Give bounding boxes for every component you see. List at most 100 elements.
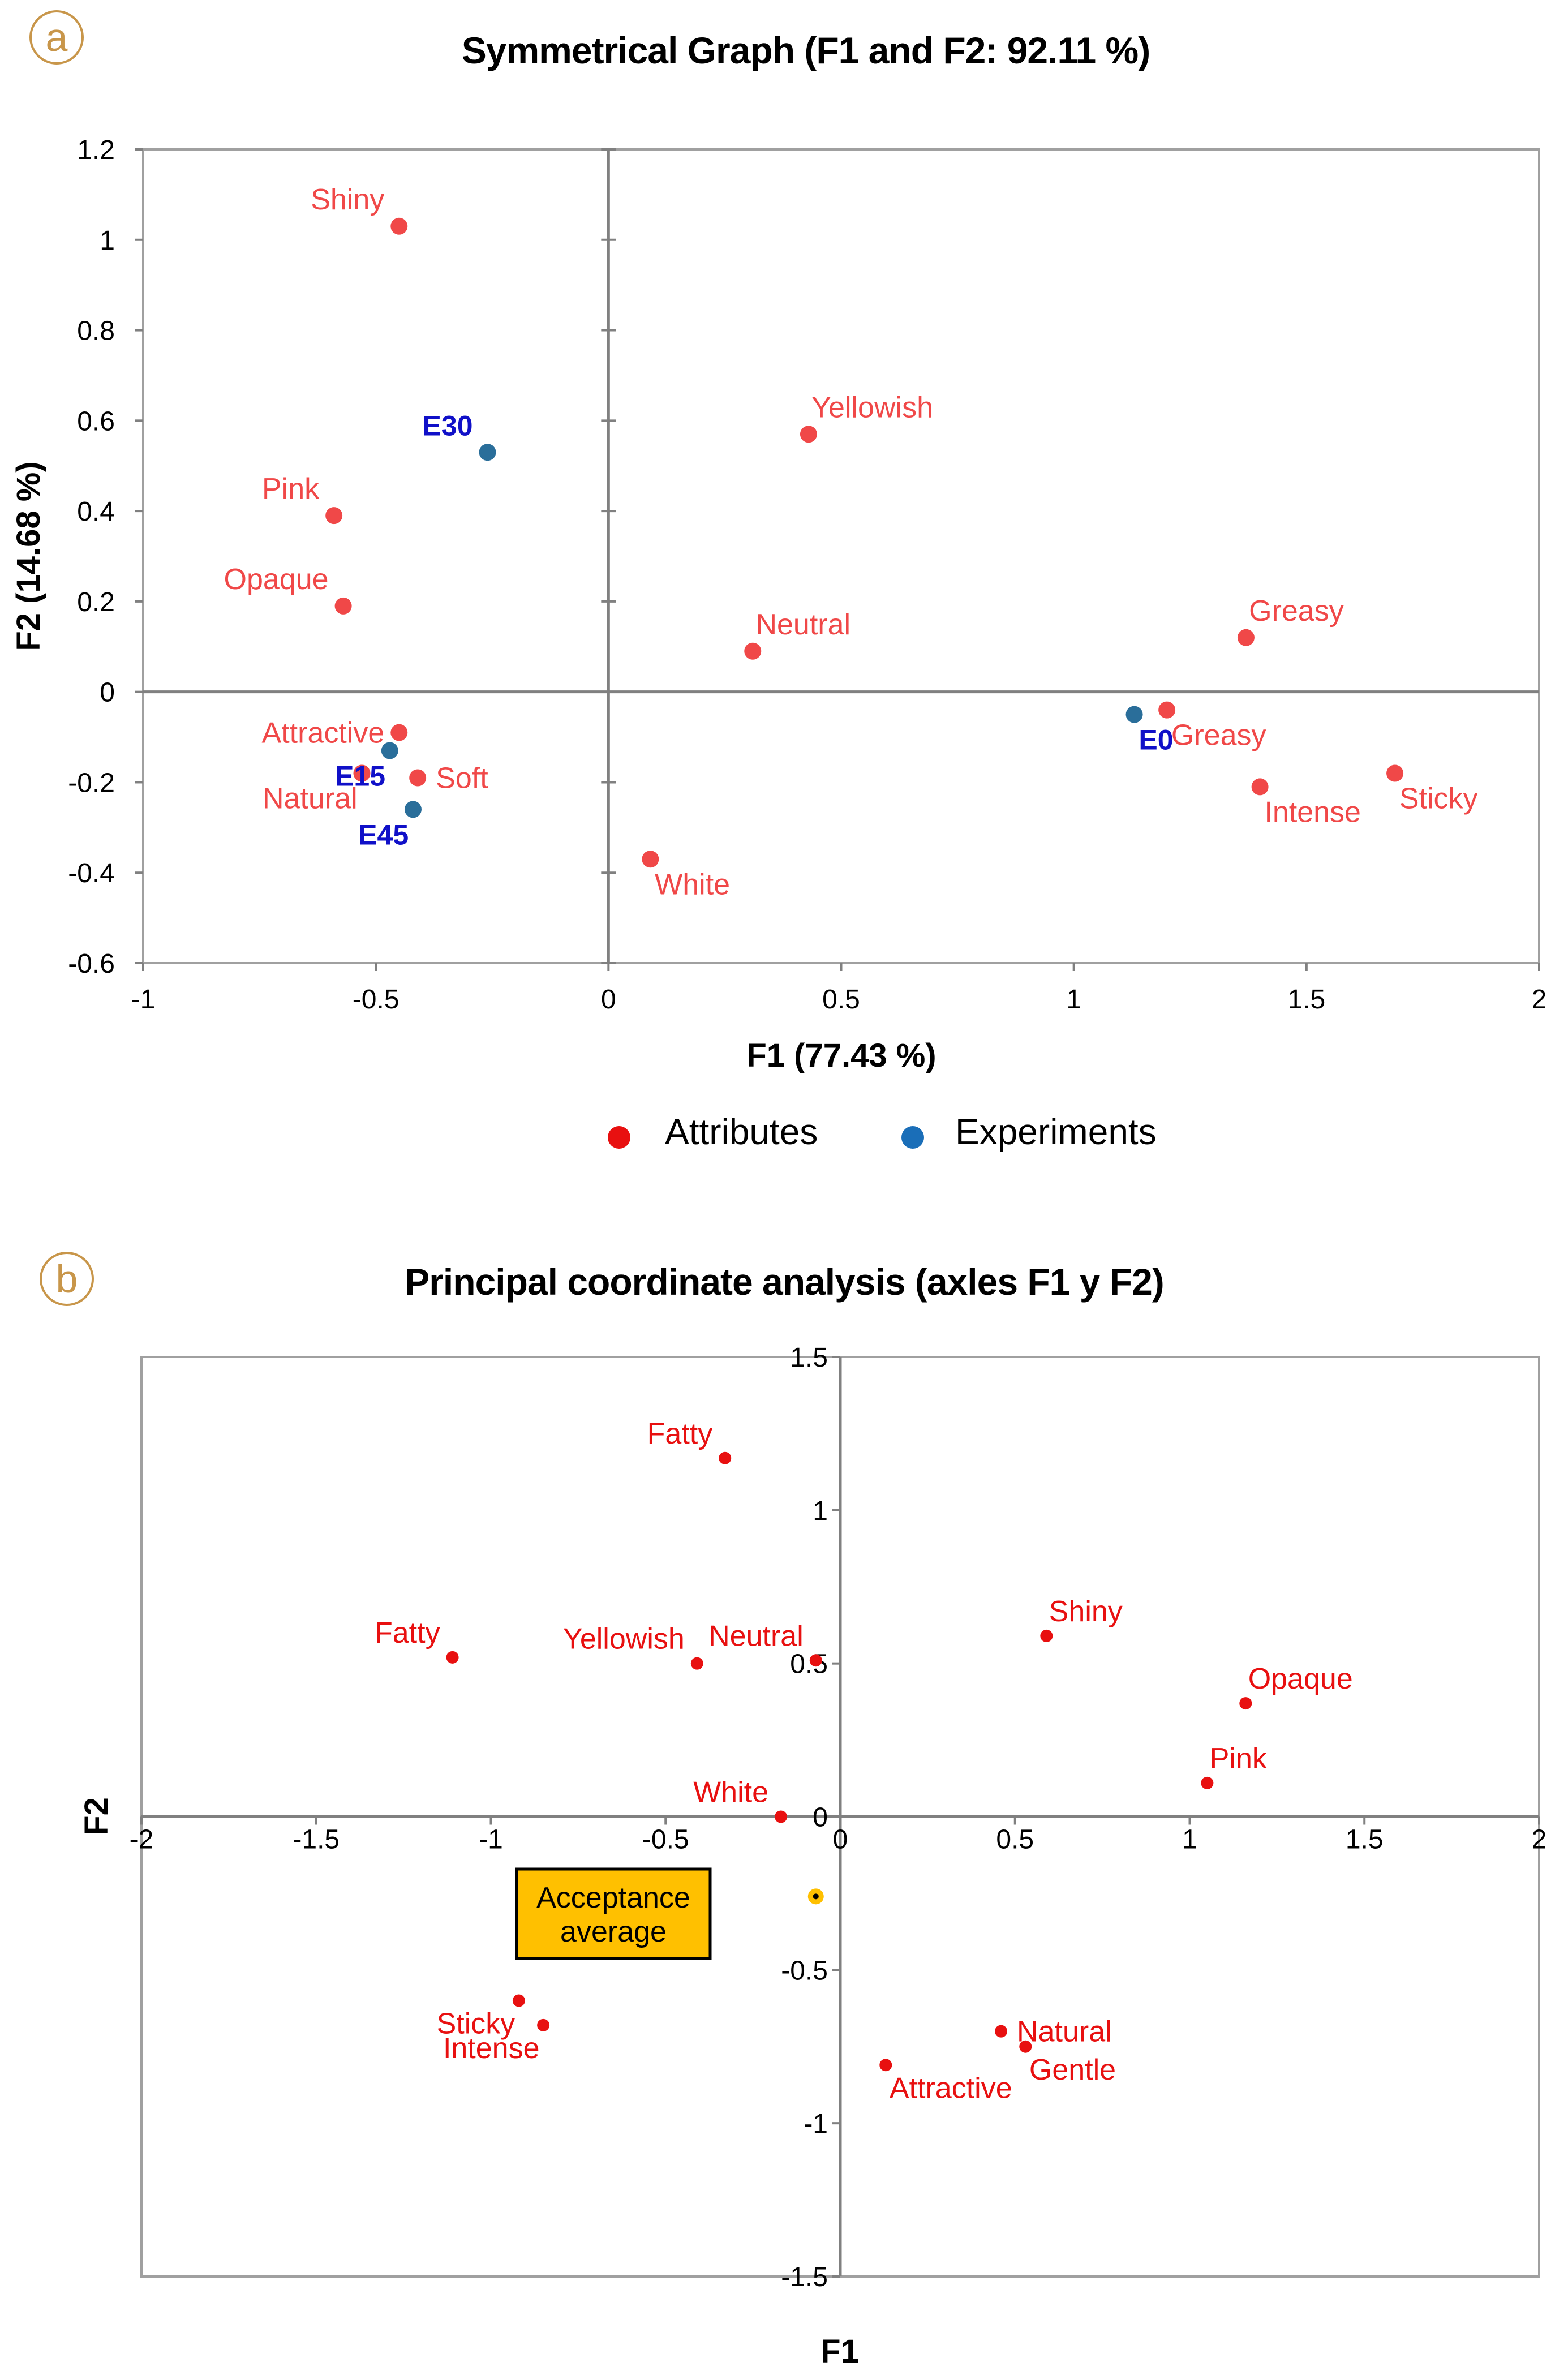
chart-a-plot-frame: [142, 148, 1540, 964]
point-yellowish-marker: [690, 1657, 703, 1670]
point-attractive-marker: [879, 2059, 892, 2072]
chart-b-x-tick-label: -1: [479, 1825, 503, 1855]
chart-a-y-tick-label: 1: [100, 226, 115, 256]
point-e15-label: E15: [335, 761, 385, 792]
point-opaque-label: Opaque: [224, 563, 329, 596]
chart-b-x-tick-label: -1.5: [293, 1825, 340, 1855]
point-opaque-marker: [334, 597, 352, 615]
point-yellowish-marker: [800, 426, 817, 443]
point-natural-label: Natural: [263, 782, 358, 815]
point-intense-label: Intense: [443, 2032, 540, 2065]
point-fatty-marker: [446, 1651, 459, 1664]
chart-a-y-tick-label: -0.6: [68, 949, 115, 979]
point-attractive-label: Attractive: [262, 717, 385, 750]
chart-b-x-tick-label: -2: [130, 1825, 154, 1855]
point-white-marker: [642, 851, 659, 868]
point-e30-label: E30: [423, 410, 473, 441]
panel-b: b Principal coordinate analysis (axles F…: [40, 1252, 1547, 2370]
point-shiny-label: Shiny: [311, 183, 384, 216]
chart-b-y-tick-label: -0.5: [781, 1956, 828, 1986]
chart-b-points: Fatty Fatty Yellowish Neutral Shiny Opaque Pin…: [375, 1418, 1353, 2105]
chart-a-y-tick-label: 0: [100, 678, 115, 708]
point-e30-marker: [479, 444, 496, 461]
chart-a-legend: Attributes Experiments: [608, 1111, 1157, 1152]
chart-b-x-tick-label: 2: [1532, 1825, 1547, 1855]
point-greasy-label: Greasy: [1249, 595, 1344, 628]
point-natural-label: Natural: [1017, 2016, 1112, 2048]
chart-a-x-tick-label: 0: [601, 985, 616, 1015]
legend-experiments-marker: [901, 1126, 924, 1149]
chart-b-x-tick-label: -0.5: [642, 1825, 689, 1855]
chart-b-x-tick-label: 0.5: [996, 1825, 1034, 1855]
point-white-label: White: [693, 1776, 768, 1809]
point-greasy-label: Greasy: [1171, 719, 1266, 752]
chart-a-axes: -1 -0.5 0 0.5 1 1.5 2 -0.6 -0.4 -0.2 0 0.2 0.4 0.6 0.8…: [68, 135, 1546, 1015]
point-shiny-marker: [1040, 1629, 1053, 1642]
chart-b-axes: -2 -1.5 -1 -0.5 0 0.5 1 1.5 2 -1.5 -1 -0.5 0 0.5 1 1.5: [130, 1343, 1547, 2292]
point-attractive-label: Attractive: [890, 2072, 1012, 2104]
point-pink-label: Pink: [1210, 1742, 1268, 1775]
point-neutral-marker: [809, 1654, 822, 1667]
chart-a-x-tick-label: -1: [131, 985, 156, 1015]
point-intense-marker: [537, 2018, 550, 2031]
panel-b-circle: [40, 1252, 94, 1306]
point-yellowish-label: Yellowish: [811, 391, 933, 424]
chart-b-x-tick-label: 1.5: [1346, 1825, 1384, 1855]
chart-a-y-tick-label: 0.8: [77, 316, 115, 346]
point-intense-label: Intense: [1264, 796, 1361, 828]
point-gentle-marker: [1019, 2040, 1032, 2053]
point-attractive-marker: [390, 724, 408, 741]
point-sticky-marker: [512, 1994, 525, 2007]
point-shiny-marker: [390, 217, 408, 235]
point-natural-marker: [995, 2025, 1008, 2038]
acceptance-average-marker-center: [813, 1893, 819, 1900]
point-sticky-label: Sticky: [1399, 782, 1478, 815]
point-fatty-label: Fatty: [647, 1418, 713, 1450]
chart-b-y-tick-label: 1: [813, 1496, 828, 1526]
chart-a-x-tick-label: 1.5: [1287, 985, 1325, 1015]
point-e45-label: E45: [358, 819, 409, 851]
point-opaque-marker: [1239, 1697, 1252, 1710]
point-neutral-label: Neutral: [708, 1620, 804, 1652]
chart-a-x-tick-label: 1: [1066, 985, 1081, 1015]
chart-a-x-tick-label: -0.5: [353, 985, 399, 1015]
chart-a-y-tick-label: 0.2: [77, 587, 115, 617]
chart-a-y-tick-label: 0.4: [77, 497, 115, 527]
point-opaque-label: Opaque: [1248, 1663, 1353, 1695]
point-pink-marker: [325, 507, 343, 525]
point-sticky-marker: [1386, 764, 1404, 782]
point-soft-label: Soft: [436, 762, 488, 794]
point-yellowish-label: Yellowish: [563, 1623, 685, 1656]
legend-attributes-label: Attributes: [665, 1111, 818, 1152]
panel-b-letter: b: [56, 1257, 78, 1301]
chart-a-y-tick-label: 0.6: [77, 406, 115, 436]
panel-a-circle: [29, 10, 84, 65]
chart-a-x-tick-label: 2: [1532, 985, 1547, 1015]
chart-b-y-tick-label: 0: [813, 1803, 828, 1833]
chart-a-y-tick-label: 1.2: [77, 135, 115, 165]
chart-b-y-tick-label: 0.5: [790, 1650, 828, 1680]
chart-a-x-tick-label: 0.5: [822, 985, 860, 1015]
point-e15-marker: [381, 742, 398, 759]
point-e45-marker: [404, 801, 422, 818]
chart-b-x-tick-label: 1: [1182, 1825, 1197, 1855]
panel-a: a Symmetrical Graph (F1 and F2: 92.11 %)…: [10, 10, 1546, 1152]
chart-b-xlabel: F1: [820, 2333, 859, 2370]
point-pink-label: Pink: [262, 473, 320, 505]
chart-a-ylabel: F2 (14.68 %): [10, 461, 47, 651]
point-greasy-marker: [1237, 629, 1255, 646]
chart-a-xlabel: F1 (77.43 %): [746, 1037, 936, 1074]
point-natural-marker: [353, 764, 371, 782]
point-fatty-label: Fatty: [375, 1617, 440, 1650]
chart-b-y-tick-label: -1.5: [781, 2262, 828, 2292]
legend-experiments-label: Experiments: [955, 1111, 1157, 1152]
acceptance-average-line2: average: [560, 1915, 667, 1948]
acceptance-average-line1: Acceptance: [536, 1882, 690, 1914]
point-gentle-label: Gentle: [1029, 2054, 1116, 2086]
point-neutral-marker: [744, 642, 762, 660]
point-greasy-marker: [1158, 701, 1176, 719]
acceptance-average-box: [515, 1867, 712, 1960]
point-soft-marker: [409, 769, 427, 787]
chart-b-ylabel: F2: [78, 1797, 115, 1836]
